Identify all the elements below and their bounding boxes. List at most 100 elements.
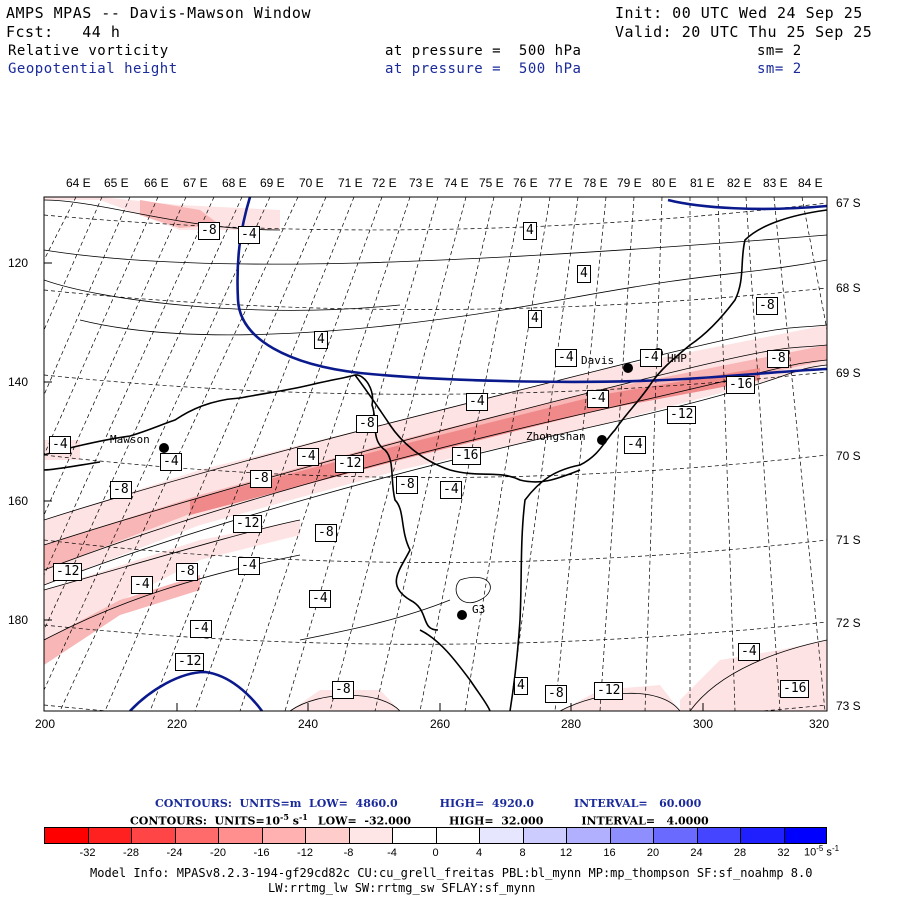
longitude-label: 75 E: [479, 176, 504, 190]
model-info: Model Info: MPASv8.2.3-194-gf29cd82c CU:…: [90, 866, 813, 880]
station-label: Mawson: [110, 433, 150, 446]
colorbar-swatch: [566, 827, 610, 844]
contour-label: -8: [356, 415, 378, 433]
latitude-label: 73 S: [836, 699, 861, 713]
colorbar-tick-label: -16: [253, 847, 270, 859]
colorbar-swatch: [522, 827, 566, 844]
colorbar-tick-label: 24: [690, 847, 703, 859]
longitude-label: 84 E: [798, 176, 823, 190]
colorbar-tick-label: 8: [519, 847, 526, 859]
colorbar-tick-label: 28: [733, 847, 747, 859]
colorbar-swatch: [305, 827, 349, 844]
contour-label: -8: [315, 524, 337, 542]
contour-label: -4: [238, 557, 260, 575]
colorbar-tick-label: -28: [123, 847, 139, 859]
contour-label: -16: [726, 376, 756, 394]
field2-level: at pressure = 500 hPa: [385, 61, 582, 77]
axis-ticks: [43, 262, 704, 711]
contour-label: -4: [160, 453, 182, 471]
colorbar-tick-label: -4: [387, 847, 397, 859]
colorbar-tick-label: 0: [432, 847, 439, 859]
colorbar-swatch: [435, 827, 479, 844]
contour-label: -8: [198, 222, 220, 240]
contour-label: -8: [110, 481, 132, 499]
model-info-physics: LW:rrtmg_lw SW:rrtmg_sw SFLAY:sf_mynn: [268, 881, 536, 895]
colorbar-tick-label: 4: [475, 847, 483, 859]
longitude-label: 74 E: [444, 176, 469, 190]
longitude-label: 78 E: [583, 176, 608, 190]
y-grid-label: 140: [8, 375, 29, 389]
contour-label: 4: [577, 265, 591, 283]
vorticity-legend: CONTOURS: UNITS=10-5 s-1 LOW= -32.000 HIGH…: [130, 812, 709, 828]
colorbar-swatch: [44, 827, 88, 844]
longitude-label: 77 E: [548, 176, 573, 190]
colorbar-swatch: [653, 827, 697, 844]
colorbar-swatch: [261, 827, 305, 844]
colorbar-swatch: [218, 827, 262, 844]
contour-label: -4: [297, 448, 319, 466]
contour-label: -12: [175, 653, 205, 671]
longitude-label: 71 E: [338, 176, 363, 190]
colorbar-swatch: [392, 827, 436, 844]
longitude-label: 80 E: [652, 176, 677, 190]
station-label: Davis: [581, 354, 615, 367]
field2-name: Geopotential height: [8, 61, 178, 77]
colorbar-tick-label: 32: [777, 847, 790, 859]
y-grid-label: 160: [8, 494, 29, 508]
latitude-label: 69 S: [836, 366, 861, 380]
colorbar-tick-label: -12: [297, 847, 313, 859]
contour-label: -4: [555, 349, 577, 367]
vorticity-contours: [44, 199, 827, 711]
station-label: HHP: [667, 352, 687, 365]
contour-label: -4: [190, 620, 212, 638]
colorbar-swatch: [174, 827, 218, 844]
field1-smoothing: sm= 2: [757, 43, 802, 59]
geopotential-legend: CONTOURS: UNITS=m LOW= 4860.0 HIGH= 4920.…: [155, 797, 702, 810]
station-label: Zhongshan: [526, 430, 586, 443]
x-grid-label: 300: [693, 717, 714, 731]
colorbar-swatch: [740, 827, 784, 844]
contour-label: -8: [545, 685, 567, 703]
contour-label: -16: [780, 680, 810, 698]
longitude-label: 81 E: [690, 176, 715, 190]
colorbar-tick-label: -20: [210, 847, 226, 859]
y-grid-label: 180: [8, 613, 29, 627]
field1-name: Relative vorticity: [8, 43, 169, 59]
station-label: G3: [472, 603, 486, 616]
x-grid-label: 240: [298, 717, 319, 731]
colorbar-swatch: [783, 827, 827, 844]
contour-label: 4: [514, 677, 528, 695]
valid-time: Valid: 20 UTC Thu 25 Sep 25: [615, 23, 873, 41]
longitude-label: 82 E: [727, 176, 752, 190]
colorbar-tick-label: -24: [166, 847, 183, 859]
contour-label: -4: [440, 481, 462, 499]
station-g3-marker: [457, 610, 467, 620]
contour-label: -12: [667, 406, 697, 424]
coastline: [44, 209, 827, 711]
longitude-label: 76 E: [513, 176, 538, 190]
colorbar-tick-label: 20: [646, 847, 660, 859]
contour-label: 4: [528, 310, 542, 328]
init-time: Init: 00 UTC Wed 24 Sep 25: [615, 4, 863, 22]
station-mawson-marker: [159, 443, 169, 453]
contour-label: -4: [131, 576, 153, 594]
contour-label: -4: [640, 349, 662, 367]
colorbar-swatch: [131, 827, 175, 844]
contour-label: -16: [452, 447, 482, 465]
longitude-label: 67 E: [183, 176, 208, 190]
contour-label: -12: [53, 563, 83, 581]
contour-label: -4: [309, 590, 331, 608]
contour-label: -8: [250, 470, 272, 488]
x-grid-label: 320: [809, 717, 830, 731]
colorbar-tick-label: -8: [343, 847, 354, 859]
contour-label: -8: [756, 297, 778, 315]
colorbar-tick-label: 16: [603, 847, 616, 859]
latitude-label: 72 S: [836, 616, 861, 630]
longitude-label: 79 E: [617, 176, 642, 190]
x-grid-label: 200: [35, 717, 56, 731]
longitude-label: 66 E: [144, 176, 169, 190]
colorbar-units: 10-5 s-1: [804, 844, 840, 859]
longitude-label: 68 E: [222, 176, 247, 190]
colorbar-swatch: [348, 827, 392, 844]
